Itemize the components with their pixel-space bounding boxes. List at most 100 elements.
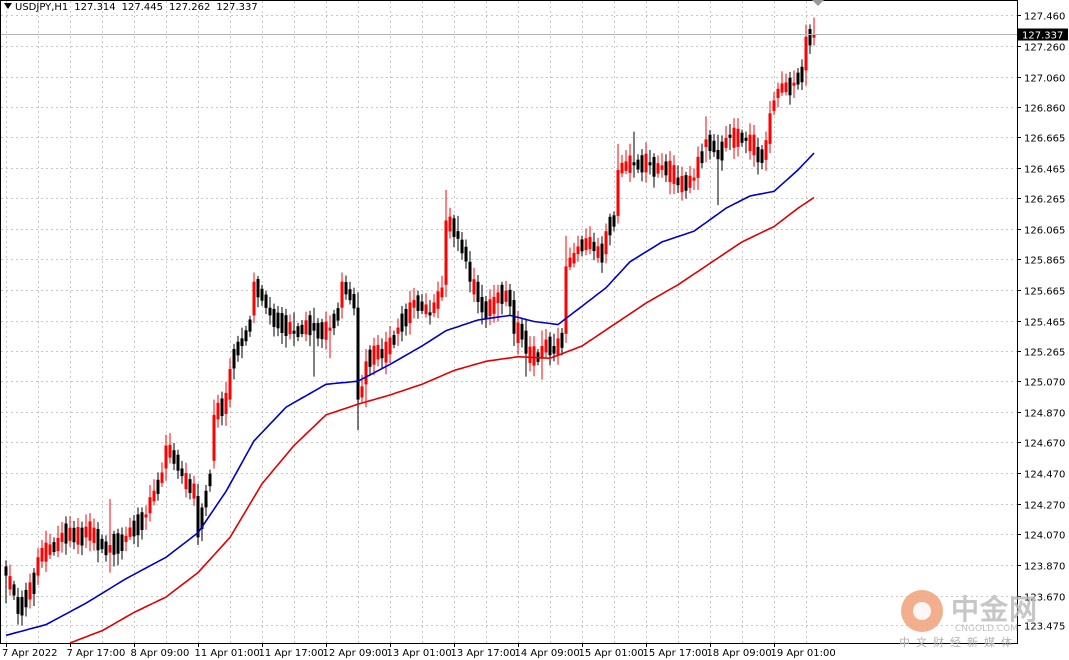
x-tick-label: 15 Apr 01:00 xyxy=(579,648,644,659)
candle-body xyxy=(140,512,144,531)
candle-body xyxy=(160,472,164,483)
candle-body xyxy=(344,282,348,295)
candle-body xyxy=(528,346,532,363)
candle-body xyxy=(208,473,212,487)
y-tick-label: 126.465 xyxy=(1024,165,1065,176)
dropdown-triangle-icon[interactable] xyxy=(4,3,12,9)
candle-body xyxy=(548,336,552,356)
candle-body xyxy=(468,261,472,282)
symbol-label: USDJPY,H1 xyxy=(15,2,69,13)
candle-body xyxy=(680,175,684,193)
candle-body xyxy=(708,134,712,152)
candle-body xyxy=(636,159,640,170)
candle-body xyxy=(624,161,628,171)
candle-body xyxy=(720,141,724,161)
candle-body xyxy=(580,239,584,252)
candle-body xyxy=(336,308,340,321)
candle-body xyxy=(36,557,40,576)
candle-body xyxy=(540,345,544,359)
candle-body xyxy=(44,542,48,562)
candle-body xyxy=(756,146,760,163)
candle-body xyxy=(796,72,800,85)
candle-body xyxy=(628,155,632,173)
y-tick-label: 126.665 xyxy=(1024,134,1065,145)
x-tick-label: 11 Apr 01:00 xyxy=(195,648,260,659)
shift-marker-icon[interactable] xyxy=(812,0,824,6)
candle-body xyxy=(312,323,316,331)
candle-body xyxy=(480,297,484,313)
candle-body xyxy=(516,322,520,343)
candle-body xyxy=(672,165,676,184)
candle-body xyxy=(668,160,672,183)
candle-body xyxy=(176,454,180,471)
candle-body xyxy=(696,156,700,178)
y-tick-label: 127.460 xyxy=(1024,12,1065,23)
candle-body xyxy=(152,490,156,502)
y-tick-label: 125.465 xyxy=(1024,318,1065,329)
watermark-logo-icon xyxy=(901,590,943,632)
candle-body xyxy=(48,544,52,555)
candle-body xyxy=(56,538,60,552)
candle-body xyxy=(748,134,752,152)
candle-body xyxy=(300,324,304,335)
candle-body xyxy=(280,313,284,333)
candle-body xyxy=(552,345,556,354)
candle-body xyxy=(368,349,372,367)
plot-frame xyxy=(0,0,1018,644)
x-tick-label: 13 Apr 01:00 xyxy=(387,648,452,659)
y-tick-label: 124.470 xyxy=(1024,470,1065,481)
candle-body xyxy=(232,348,236,369)
candle-body xyxy=(400,313,404,332)
candle-body xyxy=(172,450,176,464)
candle-body xyxy=(372,345,376,365)
candle-body xyxy=(20,597,24,616)
price-tag-label: 127.337 xyxy=(1022,31,1063,42)
y-tick-label: 126.265 xyxy=(1024,195,1065,206)
candle-body xyxy=(392,334,396,345)
candle-body xyxy=(764,140,768,160)
candle-body xyxy=(216,402,220,420)
candle-body xyxy=(760,149,764,163)
candle-body xyxy=(388,337,392,355)
candle-body xyxy=(220,398,224,417)
candle-body xyxy=(716,150,720,160)
candle-body xyxy=(416,295,420,311)
candle-body xyxy=(452,218,456,237)
candle-body xyxy=(84,526,88,538)
candle-body xyxy=(156,479,160,494)
candle-body xyxy=(356,307,360,400)
candle-body xyxy=(188,479,192,493)
y-tick-label: 124.670 xyxy=(1024,439,1065,450)
candle-body xyxy=(688,175,692,188)
candle-body xyxy=(588,236,592,250)
candle-body xyxy=(644,153,648,173)
candle-body xyxy=(384,341,388,363)
candle-body xyxy=(440,287,444,298)
y-tick-label: 124.870 xyxy=(1024,409,1065,420)
candle-body xyxy=(728,134,732,138)
x-tick-label: 7 Apr 2022 xyxy=(2,648,57,659)
candle-body xyxy=(8,576,12,590)
candle-body xyxy=(108,545,112,553)
candle-body xyxy=(64,523,68,544)
high-value: 127.445 xyxy=(121,2,164,13)
candle-body xyxy=(784,82,788,93)
candle-body xyxy=(236,341,240,356)
x-tick-label: 18 Apr 09:00 xyxy=(707,648,772,659)
candle-body xyxy=(52,542,56,553)
candle-body xyxy=(148,497,152,514)
x-tick-label: 8 Apr 09:00 xyxy=(131,648,190,659)
candle-body xyxy=(380,349,384,359)
candle-body xyxy=(72,527,76,543)
candle-body xyxy=(456,231,460,239)
open-value: 127.314 xyxy=(74,2,116,13)
candle-body xyxy=(112,533,116,555)
watermark: 中金网 CNGOLD.COM 中文财经新媒体 xyxy=(899,586,1059,649)
y-tick-label: 125.665 xyxy=(1024,287,1065,298)
watermark-brand: 中金网 xyxy=(951,593,1039,626)
candle-body xyxy=(12,584,16,596)
candle-body xyxy=(268,307,272,316)
candle-body xyxy=(660,165,664,170)
